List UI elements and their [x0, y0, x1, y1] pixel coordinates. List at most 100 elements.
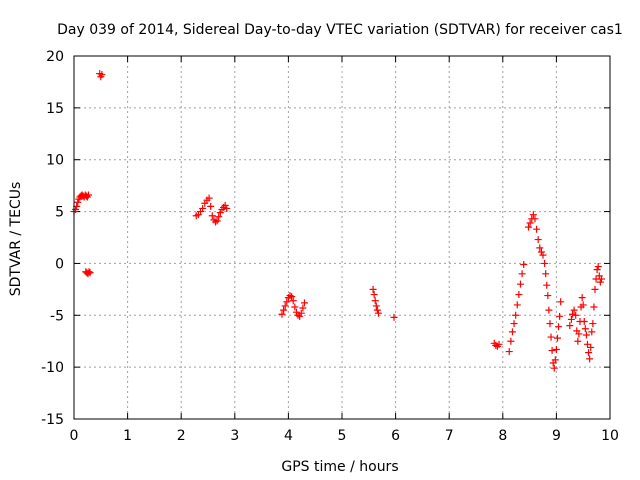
- data-point: [98, 71, 106, 79]
- data-points: [70, 70, 605, 372]
- y-tick-label: 0: [55, 256, 64, 272]
- data-point: [591, 285, 599, 293]
- x-tick-label: 1: [123, 428, 132, 444]
- data-point: [588, 328, 596, 336]
- data-point: [205, 194, 213, 202]
- x-tick-label: 7: [445, 428, 454, 444]
- y-axis-label: SDTVAR / TECUs: [8, 182, 24, 297]
- data-point: [512, 311, 520, 319]
- y-tick-label: -5: [50, 308, 64, 324]
- data-point: [213, 217, 221, 225]
- data-point: [283, 298, 291, 306]
- data-point: [590, 303, 598, 311]
- data-point: [299, 304, 307, 312]
- data-point: [546, 320, 554, 328]
- data-point: [580, 318, 588, 326]
- data-point: [589, 320, 597, 328]
- data-point: [505, 348, 513, 356]
- data-point: [543, 281, 551, 289]
- data-point: [572, 311, 580, 319]
- data-point: [578, 294, 586, 302]
- data-point: [278, 310, 286, 318]
- data-point: [74, 198, 82, 206]
- data-point: [526, 219, 534, 227]
- data-point: [533, 225, 541, 233]
- data-point: [371, 297, 379, 305]
- data-point: [541, 259, 549, 267]
- data-point: [507, 337, 515, 345]
- data-point: [296, 312, 304, 320]
- data-point: [570, 306, 578, 314]
- data-point: [199, 204, 207, 212]
- data-point: [510, 320, 518, 328]
- x-tick-label: 0: [70, 428, 79, 444]
- y-tick-label: -15: [41, 412, 64, 428]
- data-point: [525, 223, 533, 231]
- data-point: [539, 251, 547, 259]
- y-tick-label: 10: [46, 153, 64, 169]
- data-point: [72, 205, 80, 213]
- data-point: [550, 364, 558, 372]
- data-point: [548, 347, 556, 355]
- data-point: [520, 260, 528, 268]
- data-point: [582, 331, 590, 339]
- data-point: [575, 330, 583, 338]
- data-point: [208, 212, 216, 220]
- data-point: [280, 306, 288, 314]
- data-point: [542, 270, 550, 278]
- data-point: [568, 310, 576, 318]
- data-point: [518, 270, 526, 278]
- data-point: [553, 334, 561, 342]
- data-point: [516, 280, 524, 288]
- data-point: [536, 244, 544, 252]
- x-tick-label: 8: [498, 428, 507, 444]
- x-tick-labels: 0 1 2 3 4 5 6 7 8 9 10: [70, 428, 619, 444]
- data-point: [567, 315, 575, 323]
- chart-title: Day 039 of 2014, Sidereal Day-to-day VTE…: [57, 22, 623, 38]
- data-point: [552, 346, 560, 354]
- data-point: [556, 312, 564, 320]
- x-tick-label: 4: [284, 428, 293, 444]
- data-point: [581, 325, 589, 333]
- data-point: [373, 306, 381, 314]
- data-point: [515, 291, 523, 299]
- data-point: [292, 308, 300, 316]
- data-point: [551, 356, 559, 364]
- data-point: [291, 303, 299, 311]
- data-point: [297, 309, 305, 317]
- data-point: [508, 328, 516, 336]
- y-tick-label: 15: [46, 101, 64, 117]
- data-point: [223, 204, 231, 212]
- x-tick-label: 5: [338, 428, 347, 444]
- data-point: [215, 213, 223, 221]
- data-point: [372, 302, 380, 310]
- data-point: [289, 297, 297, 305]
- data-point: [597, 275, 605, 283]
- data-point: [596, 278, 604, 286]
- data-point: [86, 269, 94, 277]
- data-point: [534, 236, 542, 244]
- data-point: [544, 292, 552, 300]
- data-point: [300, 299, 308, 307]
- data-point: [579, 301, 587, 309]
- data-point: [216, 209, 224, 217]
- data-point: [207, 202, 215, 210]
- data-point: [587, 343, 595, 351]
- data-point: [557, 298, 565, 306]
- data-point: [492, 341, 500, 349]
- y-tick-label: 5: [55, 205, 64, 221]
- x-tick-label: 6: [391, 428, 400, 444]
- data-point: [566, 322, 574, 330]
- gridlines: [74, 56, 610, 419]
- data-point: [555, 323, 563, 331]
- plot-frame: [73, 55, 611, 420]
- data-point: [529, 211, 537, 219]
- y-tick-labels: -15 -10 -5 0 5 10 15 20: [41, 49, 64, 428]
- y-tick-label: -10: [41, 360, 64, 376]
- data-point: [84, 191, 92, 199]
- data-point: [369, 285, 377, 293]
- data-point: [281, 302, 289, 310]
- y-tick-label: 20: [46, 49, 64, 65]
- data-point: [585, 349, 593, 357]
- data-point: [513, 301, 521, 309]
